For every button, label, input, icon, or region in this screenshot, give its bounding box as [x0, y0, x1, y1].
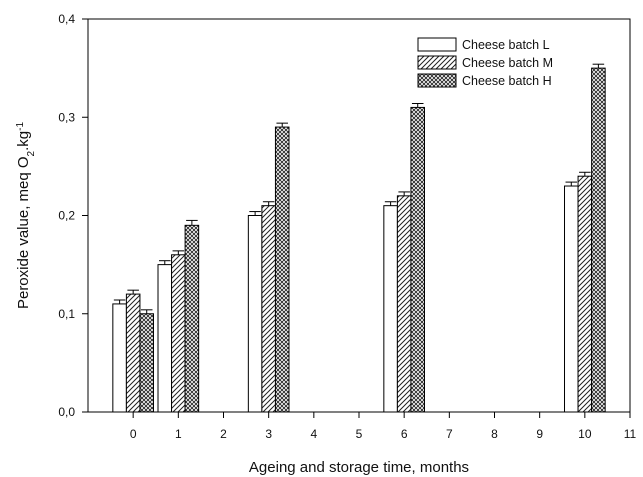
bar — [396, 195, 412, 413]
legend-swatch — [417, 37, 457, 52]
x-tick-label: 5 — [356, 427, 363, 441]
bar — [184, 224, 200, 413]
x-tick-label: 11 — [624, 427, 637, 441]
bar — [383, 205, 398, 413]
y-axis-title: Peroxide value, meq O2.kg-1 — [15, 122, 37, 309]
bar — [410, 106, 425, 413]
y-axis-title-prefix: Peroxide value, meq O — [15, 156, 32, 309]
x-tick-label: 7 — [446, 427, 453, 441]
x-tick-label: 3 — [265, 427, 272, 441]
bar — [247, 215, 263, 413]
y-tick-label: 0,4 — [58, 12, 75, 26]
bar — [171, 254, 186, 413]
x-axis-title: Ageing and storage time, months — [249, 459, 469, 476]
y-tick-label: 0,2 — [58, 209, 75, 223]
y-tick-label: 0,1 — [58, 307, 75, 321]
bar — [274, 126, 290, 413]
legend: Cheese batch L Cheese batch M Cheese batch… — [417, 37, 553, 88]
legend-swatch — [417, 55, 457, 70]
bar — [157, 264, 173, 413]
y-axis-title-sup: -1 — [15, 122, 26, 131]
legend-label: Cheese batch M — [462, 56, 553, 70]
legend-swatch — [417, 73, 457, 88]
x-tick-label: 10 — [578, 427, 592, 441]
legend-label: Cheese batch L — [462, 38, 550, 52]
bar — [125, 293, 141, 413]
x-tick-label: 4 — [310, 427, 317, 441]
bars — [112, 67, 606, 413]
x-tick-label: 6 — [401, 427, 408, 441]
x-tick-label: 0 — [130, 427, 137, 441]
x-tick-label: 8 — [491, 427, 498, 441]
bar — [591, 67, 606, 413]
error-bars — [113, 63, 605, 314]
x-tick-label: 9 — [536, 427, 543, 441]
bar — [261, 205, 276, 413]
y-tick-label: 0,0 — [58, 405, 75, 419]
y-axis-title-sub: 2 — [26, 150, 37, 156]
y-axis: 0,0 0,1 0,2 0,3 0,4 — [58, 12, 88, 419]
bar — [564, 185, 579, 413]
bar — [112, 303, 127, 413]
bar — [577, 175, 593, 413]
x-axis: 0 1 2 3 4 5 6 7 8 9 10 11 — [130, 412, 637, 441]
y-axis-title-mid: .kg — [15, 131, 32, 151]
bar — [139, 313, 154, 413]
y-tick-label: 0,3 — [58, 110, 75, 124]
legend-label: Cheese batch H — [462, 74, 552, 88]
x-tick-label: 1 — [175, 427, 182, 441]
x-tick-label: 2 — [220, 427, 227, 441]
